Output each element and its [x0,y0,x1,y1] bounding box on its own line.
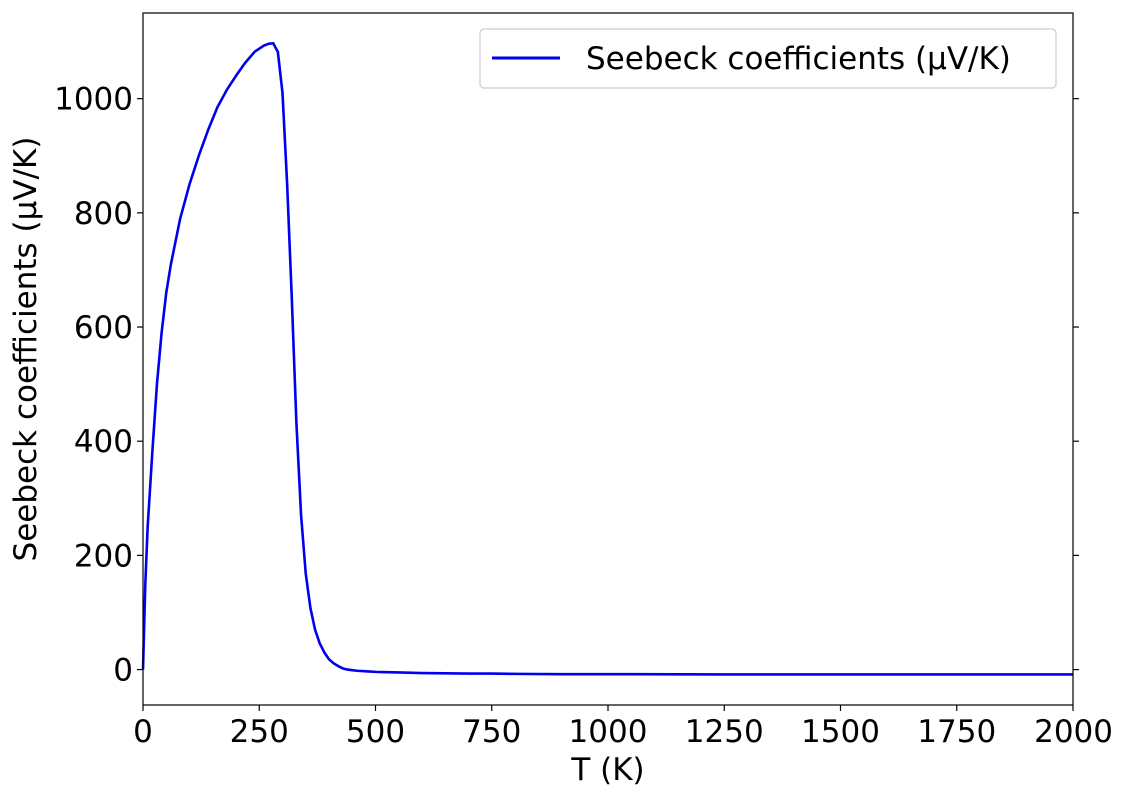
x-tick-label: 750 [462,714,521,750]
y-tick-label: 400 [74,424,133,460]
y-axis-ticks: 0 200 400 600 800 1000 [54,82,143,689]
legend-box [479,28,1057,89]
x-axis-ticks: 0 250 500 750 1000 1250 1500 1750 2000 [133,705,1113,750]
legend-label: Seebeck coefficients (µV/K) [586,41,1011,77]
x-tick-label: 500 [346,714,405,750]
y-tick-label: 1000 [54,82,133,118]
legend: Seebeck coefficients (µV/K) [479,28,1057,89]
x-tick-label: 1000 [569,714,648,750]
y-tick-label: 200 [74,538,133,574]
plot-frame [142,12,1074,706]
x-tick-label: 1750 [917,714,996,750]
series-line-0 [141,41,1073,676]
x-tick-label: 250 [230,714,289,750]
y-axis-label: Seebeck coefficients (µV/K) [8,137,44,562]
y-tick-label: 800 [74,196,133,232]
x-tick-label: 1250 [685,714,764,750]
x-tick-label: 0 [133,714,153,750]
x-tick-label: 1500 [801,714,880,750]
x-axis-label: T (K) [570,752,644,788]
y-tick-label: 0 [113,653,133,689]
x-tick-label: 2000 [1034,714,1113,750]
y-tick-label: 600 [74,310,133,346]
series-layer [141,41,1073,676]
y-axis-ticks-right [1073,98,1079,671]
